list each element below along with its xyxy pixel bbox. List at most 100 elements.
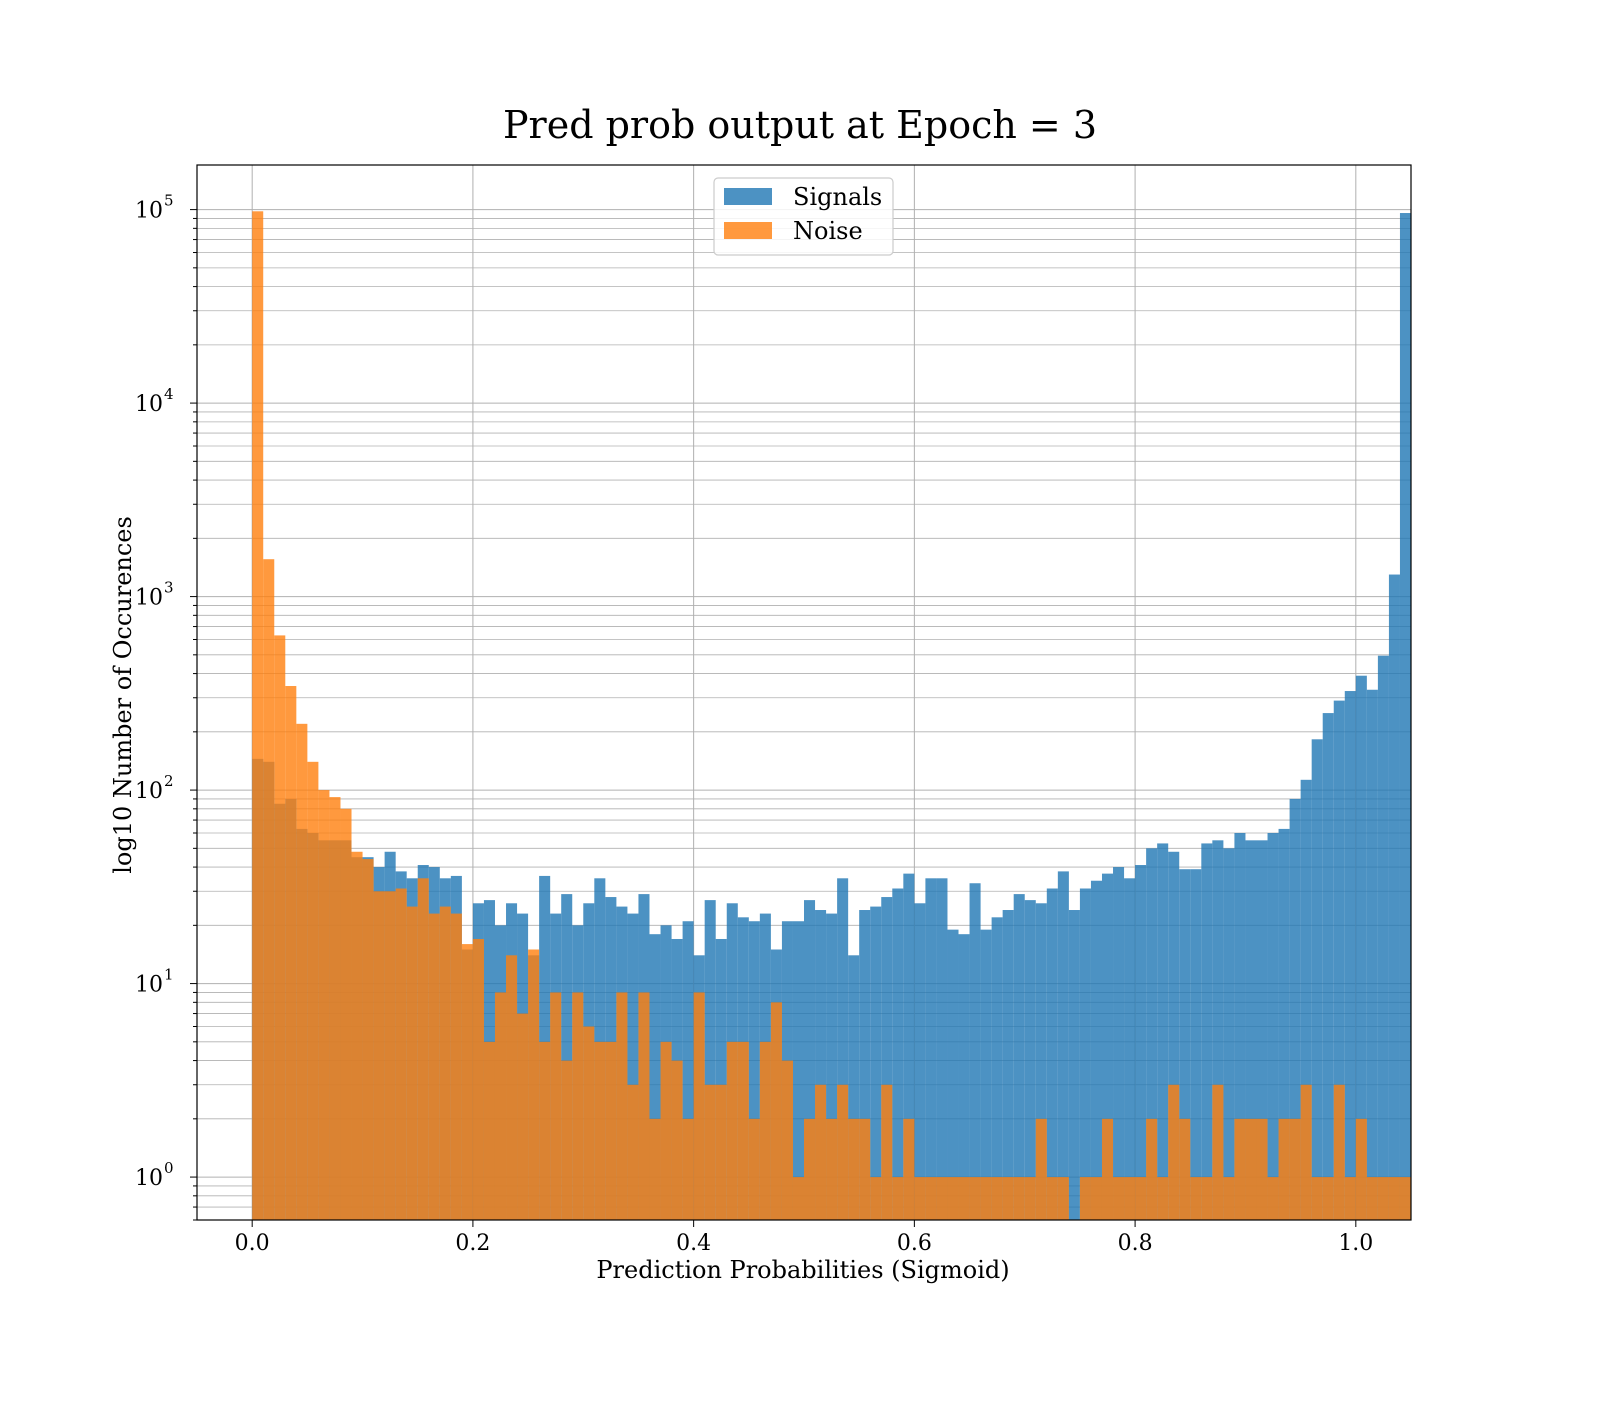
bar-noise xyxy=(1300,1084,1312,1220)
bar-noise xyxy=(461,944,473,1220)
y-tick-exponent: 2 xyxy=(164,772,174,790)
bar-signals xyxy=(704,900,716,1220)
bar-signals xyxy=(826,913,838,1220)
bar-noise xyxy=(1146,1118,1158,1220)
bar-noise xyxy=(914,1177,926,1220)
bar-noise xyxy=(781,1060,793,1220)
bar-signals xyxy=(561,894,573,1220)
bar-noise xyxy=(285,686,297,1220)
bar-noise xyxy=(1157,1177,1169,1220)
bar-signals xyxy=(1366,689,1378,1220)
bar-noise xyxy=(1035,1118,1047,1220)
bar-noise xyxy=(1179,1118,1191,1220)
bar-noise xyxy=(506,955,518,1220)
bar-noise xyxy=(351,851,363,1220)
bar-noise xyxy=(296,723,308,1220)
bar-signals xyxy=(682,921,694,1220)
bar-signals xyxy=(1013,894,1025,1220)
bar-noise xyxy=(572,992,584,1220)
bar-signals xyxy=(1024,900,1036,1220)
bar-signals xyxy=(1256,840,1268,1220)
y-tick-exponent: 3 xyxy=(164,579,174,597)
legend-label-signals: Signals xyxy=(793,183,882,211)
bar-noise xyxy=(417,878,429,1220)
bar-noise xyxy=(1256,1118,1268,1220)
bar-noise xyxy=(439,906,451,1220)
bar-noise xyxy=(428,913,440,1220)
bar-noise xyxy=(1267,1177,1279,1220)
bar-noise xyxy=(1322,1177,1334,1220)
bar-noise xyxy=(969,1177,981,1220)
legend: Signals Noise xyxy=(713,177,894,256)
bar-noise xyxy=(1388,1177,1400,1220)
x-tick-label: 0.8 xyxy=(1118,1231,1153,1256)
bar-noise xyxy=(539,1041,551,1220)
bar-noise xyxy=(1101,1118,1114,1220)
bar-noise xyxy=(1212,1084,1224,1220)
bar-noise xyxy=(450,913,462,1220)
bar-noise xyxy=(1135,1177,1147,1220)
x-axis-label: Prediction Probabilities (Sigmoid) xyxy=(596,1256,1009,1284)
bar-noise xyxy=(1234,1118,1246,1220)
bar-noise xyxy=(693,992,705,1220)
bar-signals xyxy=(1333,700,1345,1220)
bar-signals xyxy=(649,934,661,1220)
bar-noise xyxy=(1355,1118,1367,1220)
bar-signals xyxy=(936,878,948,1220)
bar-signals xyxy=(914,903,926,1220)
bar-noise xyxy=(252,211,264,1221)
bar-noise xyxy=(362,859,374,1220)
bar-noise xyxy=(528,949,540,1220)
bar-noise xyxy=(715,1084,727,1220)
bar-signals xyxy=(1245,840,1257,1220)
bar-noise xyxy=(395,888,407,1220)
bar-signals xyxy=(969,883,981,1220)
bar-noise xyxy=(980,1177,992,1220)
y-tick-exponent: 4 xyxy=(164,385,174,403)
bar-signals xyxy=(1046,888,1058,1220)
legend-swatch-signals xyxy=(724,188,772,205)
bar-noise xyxy=(627,1084,639,1220)
bar-noise xyxy=(748,1118,760,1220)
bar-signals xyxy=(980,929,992,1220)
bar-signals xyxy=(804,900,816,1220)
bar-noise xyxy=(494,992,507,1220)
bar-noise xyxy=(1046,1177,1058,1220)
bar-signals xyxy=(1146,848,1158,1220)
bar-noise xyxy=(1002,1177,1014,1220)
bar-signals xyxy=(1344,691,1356,1220)
bar-noise xyxy=(483,1041,495,1220)
bar-noise xyxy=(318,790,330,1220)
bar-noise xyxy=(550,992,562,1220)
bar-signals xyxy=(1388,574,1400,1220)
bar-signals xyxy=(1035,903,1047,1220)
bar-signals xyxy=(947,929,959,1220)
bar-signals xyxy=(1168,851,1180,1220)
bar-signals xyxy=(1068,910,1080,1220)
bar-signals xyxy=(1057,871,1069,1220)
x-tick-label: 1.0 xyxy=(1338,1231,1373,1256)
bar-signals xyxy=(1201,843,1213,1220)
bar-noise xyxy=(1057,1177,1069,1220)
bar-signals xyxy=(1079,888,1091,1220)
bar-signals xyxy=(1113,867,1125,1220)
bar-noise xyxy=(1289,1118,1301,1220)
bar-signals xyxy=(892,888,904,1220)
bar-noise xyxy=(947,1177,959,1220)
y-tick-label: 10 xyxy=(135,392,163,417)
bar-signals xyxy=(1289,798,1301,1220)
chart-title: Pred prob output at Epoch = 3 xyxy=(503,103,1097,147)
bar-noise xyxy=(406,906,418,1220)
bar-signals xyxy=(815,910,827,1220)
bar-signals xyxy=(715,938,727,1220)
bar-noise xyxy=(826,1118,838,1220)
bar-noise xyxy=(936,1177,948,1220)
bar-noise xyxy=(737,1041,749,1220)
bar-noise xyxy=(1124,1177,1136,1220)
bar-signals xyxy=(1355,675,1367,1220)
bar-signals xyxy=(627,913,639,1220)
series-noise xyxy=(252,211,1411,1221)
y-tick-label: 10 xyxy=(135,779,163,804)
legend-label-noise: Noise xyxy=(793,217,863,245)
x-tick-label: 0.2 xyxy=(455,1231,490,1256)
